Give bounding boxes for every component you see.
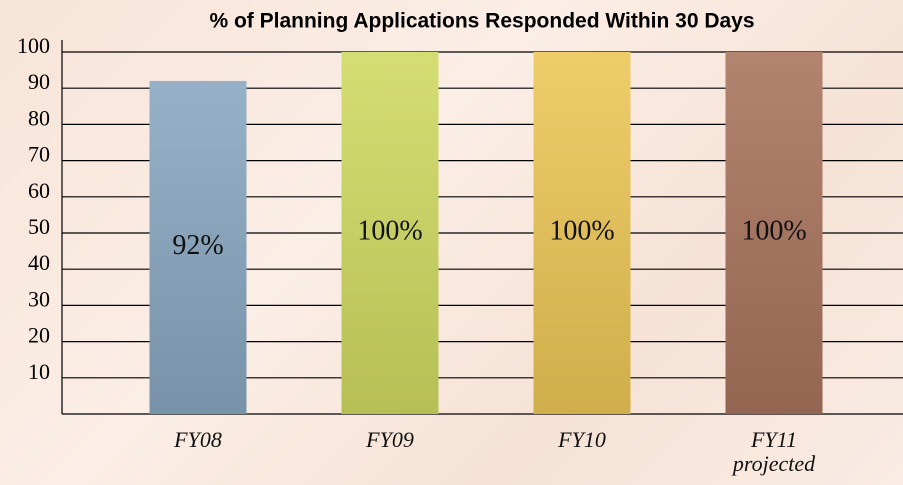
y-tick-label: 100	[17, 33, 50, 58]
bar-shade	[725, 52, 823, 414]
y-tick-label: 80	[28, 105, 50, 130]
x-tick-label: FY09	[366, 427, 414, 452]
y-tick-label: 40	[28, 250, 50, 275]
value-label: 92%	[172, 230, 223, 261]
x-tick-label: FY11 projected	[732, 427, 816, 476]
y-tick-label: 60	[28, 178, 50, 203]
y-tick-label: 70	[28, 142, 50, 167]
bar-shade	[149, 80, 247, 415]
y-tick-label: 30	[28, 286, 50, 311]
y-tick-label: 50	[28, 214, 50, 239]
y-tick-label: 10	[28, 359, 50, 384]
value-label: 100%	[741, 215, 806, 246]
y-tick-label: 90	[28, 69, 50, 94]
chart-title: % of Planning Applications Responded Wit…	[209, 10, 754, 33]
x-tick-label: FY08	[174, 427, 222, 452]
value-label: 100%	[549, 215, 614, 246]
value-label: 100%	[357, 215, 422, 246]
bar-shade	[533, 52, 631, 414]
x-tick-label: FY10	[558, 427, 606, 452]
bar-shade	[341, 52, 439, 414]
y-tick-label: 20	[28, 323, 50, 348]
